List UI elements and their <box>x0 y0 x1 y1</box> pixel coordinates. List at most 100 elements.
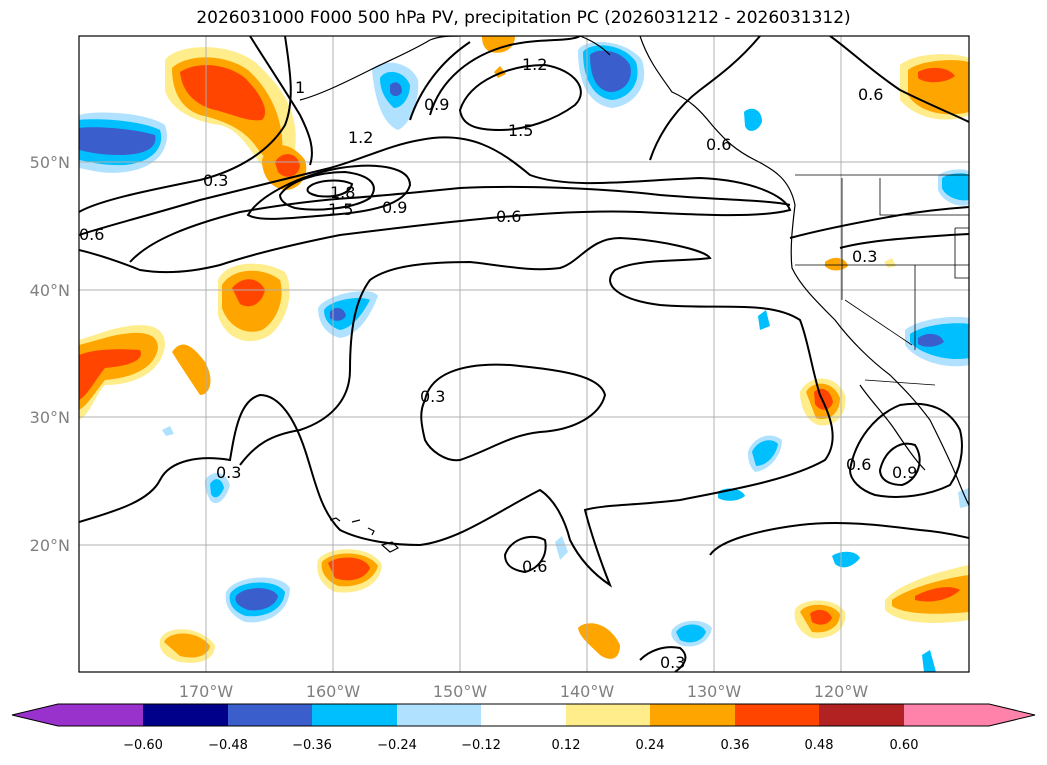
lon-label-130w: 130°W <box>687 682 742 701</box>
colorbar-segment <box>397 704 481 726</box>
pv-contour-0.3-se <box>639 646 687 672</box>
precip-blob <box>275 154 300 177</box>
precip-positive-shading <box>79 36 969 663</box>
colorbar-outline <box>11 703 1036 727</box>
contour-label: 0.3 <box>420 387 445 406</box>
pv-contour-1.5 <box>278 170 375 211</box>
pv-contour-0.9-sw <box>878 442 921 487</box>
precip-blob <box>162 426 174 436</box>
colorbar-segment <box>650 704 735 726</box>
plot-frame <box>78 35 970 673</box>
lon-label-150w: 150°W <box>433 682 488 701</box>
contour-label: 0.3 <box>852 247 877 266</box>
precip-blob <box>918 67 955 83</box>
colorbar-segment <box>735 704 819 726</box>
latitude-labels: 50°N 40°N 30°N 20°N <box>30 153 70 555</box>
contour-label: 0.6 <box>706 135 731 154</box>
baja-coast <box>859 384 926 471</box>
contour-label: 0.6 <box>496 207 521 226</box>
precip-blob <box>555 536 568 560</box>
colorbar-tick-label: −0.60 <box>123 738 163 753</box>
precip-blob <box>758 310 770 330</box>
contour-label: 0.9 <box>892 463 917 482</box>
lat-label-30n: 30°N <box>30 408 70 427</box>
pv-contour-0.6-small <box>503 535 547 574</box>
colorbar-tick-label: 0.12 <box>552 738 581 753</box>
colorbar-segment <box>566 704 650 726</box>
colorbar-ticks: −0.60 −0.48 −0.36 −0.24 −0.12 0.12 0.24 … <box>123 738 918 753</box>
colorbar-segment <box>481 704 566 726</box>
contour-label: 0.6 <box>846 455 871 474</box>
colorbar-segment <box>904 704 989 726</box>
precip-blob <box>330 307 346 321</box>
north-america-coast <box>639 36 969 506</box>
state-border <box>954 227 969 279</box>
precip-blob <box>324 298 370 330</box>
precip-blob <box>79 349 141 400</box>
lat-label-50n: 50°N <box>30 153 70 172</box>
precip-blob <box>578 623 620 659</box>
precip-blob <box>825 257 848 271</box>
colorbar-tick-label: −0.12 <box>461 738 501 753</box>
pv-contours <box>79 36 969 672</box>
colorbar-tick-label: −0.36 <box>292 738 332 753</box>
pv-contour-0.3-ne <box>839 233 969 249</box>
precip-blob <box>810 609 832 625</box>
pv-contour-0.3 <box>79 36 292 213</box>
precip-blob <box>590 50 631 92</box>
precip-blob <box>79 127 156 155</box>
colorbar-tick-label: 0.24 <box>636 738 665 753</box>
colorbar-tick-label: −0.48 <box>208 738 248 753</box>
contour-label: 0.3 <box>216 463 241 482</box>
contour-label: 0.9 <box>424 95 449 114</box>
figure-title: 2026031000 F000 500 hPa PV, precipitatio… <box>196 8 851 28</box>
state-border <box>844 299 913 346</box>
contour-label: 0.6 <box>79 225 104 244</box>
colorbar-segment <box>143 704 228 726</box>
contour-label: 1.2 <box>522 55 547 74</box>
contour-label: 1.2 <box>348 128 373 147</box>
lon-label-160w: 160°W <box>306 682 361 701</box>
precip-blob <box>918 333 944 347</box>
precip-blob <box>942 173 969 201</box>
pv-contour-0.6-sw <box>848 402 963 498</box>
precip-blob <box>676 624 706 643</box>
precip-blob <box>328 557 370 581</box>
colorbar-segment <box>819 704 904 726</box>
precip-blob <box>172 344 211 395</box>
precip-blob <box>482 36 515 53</box>
contour-label: 0.3 <box>203 171 228 190</box>
colorbar-tick-label: −0.24 <box>377 738 417 753</box>
longitude-labels: 170°W 160°W 150°W 140°W 130°W 120°W <box>179 682 869 701</box>
contour-label: 1.5 <box>508 121 533 140</box>
precip-blob <box>390 82 402 97</box>
colorbar-segment <box>58 704 143 726</box>
lat-label-40n: 40°N <box>30 281 70 300</box>
contour-label: 0.9 <box>382 198 407 217</box>
pv-contour-0.9-north <box>649 36 761 161</box>
precip-blob <box>180 65 266 121</box>
contour-label: 1 <box>295 78 305 97</box>
pv-contour-0.6 <box>79 136 792 274</box>
lon-label-170w: 170°W <box>179 682 234 701</box>
pv-contour-1.2 <box>246 164 412 220</box>
precip-blob <box>210 479 224 498</box>
contour-label: 1.5 <box>328 200 353 219</box>
alaska-coast <box>579 36 611 56</box>
precip-blob <box>235 588 278 611</box>
pv-contour-1 <box>249 36 313 166</box>
pv-contour-1.5 <box>458 63 582 132</box>
pv-contour-1.2 <box>429 36 581 116</box>
precip-blob <box>164 633 210 658</box>
colorbar-tick-label: 0.48 <box>805 738 834 753</box>
pv-contour-0.6-ne <box>789 206 969 239</box>
colorbar-segments <box>12 704 1035 726</box>
colorbar-extend-min <box>12 704 58 726</box>
coastlines <box>299 36 969 553</box>
map-plot-area: 1 0.3 1.2 1.8 1.5 0.9 0.6 1.2 1.5 0.9 0.… <box>79 36 969 672</box>
pv-contour-0.9 <box>409 41 471 121</box>
alaska-coast <box>299 36 461 101</box>
mexico-border <box>864 379 936 386</box>
pv-contour-0.3-inner <box>420 363 607 462</box>
